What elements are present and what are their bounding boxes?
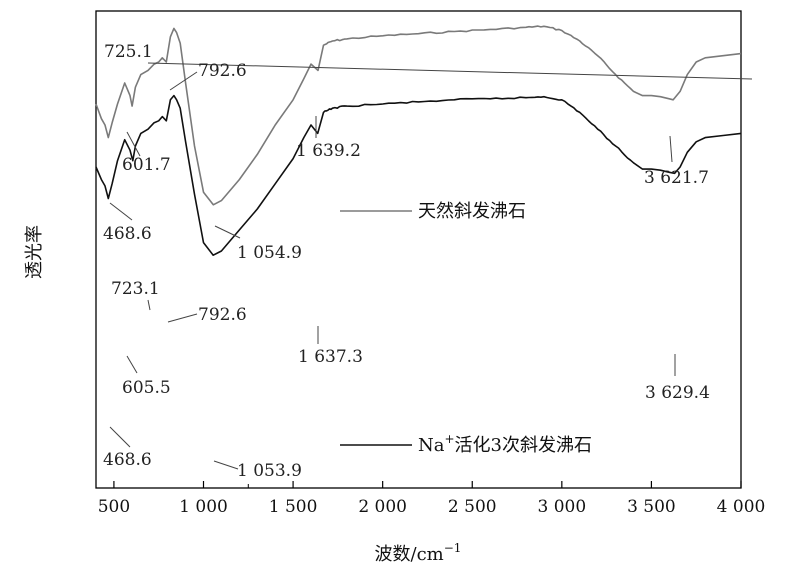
x-tick-label-2: 1 500 — [269, 497, 318, 517]
y-axis-title: 透光率 — [24, 225, 45, 279]
annotation-label-4: 1 054.9 — [237, 243, 302, 263]
annotation-leader-11 — [213, 460, 239, 470]
annotation-label-11: 1 053.9 — [237, 461, 302, 481]
annotation-label-1: 792.6 — [198, 61, 247, 81]
annotation-leader-0 — [147, 62, 753, 80]
annotation-label-13: 3 629.4 — [645, 383, 710, 403]
annotation-leader-1 — [169, 71, 198, 91]
annotation-label-5: 1 639.2 — [296, 141, 361, 161]
annotation-label-8: 792.6 — [198, 305, 247, 325]
x-tick-label-7: 4 000 — [717, 497, 766, 517]
annotations: 725.1 792.6 601.7 468.6 1 054.9 1 639.2 3 621.… — [103, 42, 753, 481]
annotation-label-6: 3 621.7 — [644, 168, 709, 188]
legend: 天然斜发沸石 Na+活化3次斜发沸石 — [340, 201, 592, 456]
annotation-label-7: 723.1 — [111, 279, 160, 299]
legend-sup-1: + — [444, 432, 454, 446]
series-group — [95, 25, 742, 256]
x-tick-label-4: 2 500 — [448, 497, 497, 517]
legend-name-0: 天然斜发沸石 — [418, 201, 526, 222]
annotation-leader-9 — [126, 355, 138, 374]
legend-prefix-1: Na — [418, 435, 445, 456]
annotation-label-10: 468.6 — [103, 450, 152, 470]
annotation-label-3: 468.6 — [103, 224, 152, 244]
x-tick-label-5: 3 000 — [537, 497, 586, 517]
annotation-leader-2 — [126, 131, 141, 157]
annotation-leader-10 — [109, 426, 131, 448]
x-ticks: 500 1 000 1 500 2 000 2 500 3 000 3 500 4 000 — [98, 481, 766, 517]
annotation-leader-8 — [167, 313, 198, 323]
x-tick-label-1: 1 000 — [179, 497, 228, 517]
legend-label-0: 天然斜发沸石 — [418, 201, 526, 222]
x-axis-title: 波数/cm−1 — [375, 541, 462, 565]
x-tick-label-6: 3 500 — [627, 497, 676, 517]
annotation-label-12: 1 637.3 — [298, 347, 363, 367]
x-tick-label-3: 2 000 — [358, 497, 407, 517]
annotation-leader-7 — [147, 299, 151, 311]
annotation-label-2: 601.7 — [122, 155, 171, 175]
annotation-leader-6 — [669, 135, 673, 163]
plot-frame — [95, 10, 742, 489]
legend-label-1: Na+活化3次斜发沸石 — [418, 432, 592, 456]
legend-name-1: 活化3次斜发沸石 — [455, 435, 592, 456]
annotation-label-9: 605.5 — [122, 378, 171, 398]
series-line-1 — [95, 94, 742, 256]
annotation-label-0: 725.1 — [104, 42, 153, 62]
annotation-leader-4 — [214, 225, 241, 239]
x-tick-label-0: 500 — [98, 497, 130, 517]
annotation-leader-3 — [109, 202, 133, 221]
series-line-0 — [95, 25, 742, 206]
